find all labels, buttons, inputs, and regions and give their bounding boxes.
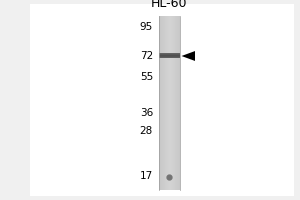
Text: HL-60: HL-60 — [151, 0, 188, 10]
Text: 36: 36 — [140, 108, 153, 118]
Text: 28: 28 — [140, 126, 153, 136]
Text: 17: 17 — [140, 171, 153, 181]
Polygon shape — [182, 51, 195, 61]
Text: 55: 55 — [140, 72, 153, 82]
FancyBboxPatch shape — [30, 4, 294, 196]
Text: 95: 95 — [140, 22, 153, 32]
Text: 72: 72 — [140, 51, 153, 61]
